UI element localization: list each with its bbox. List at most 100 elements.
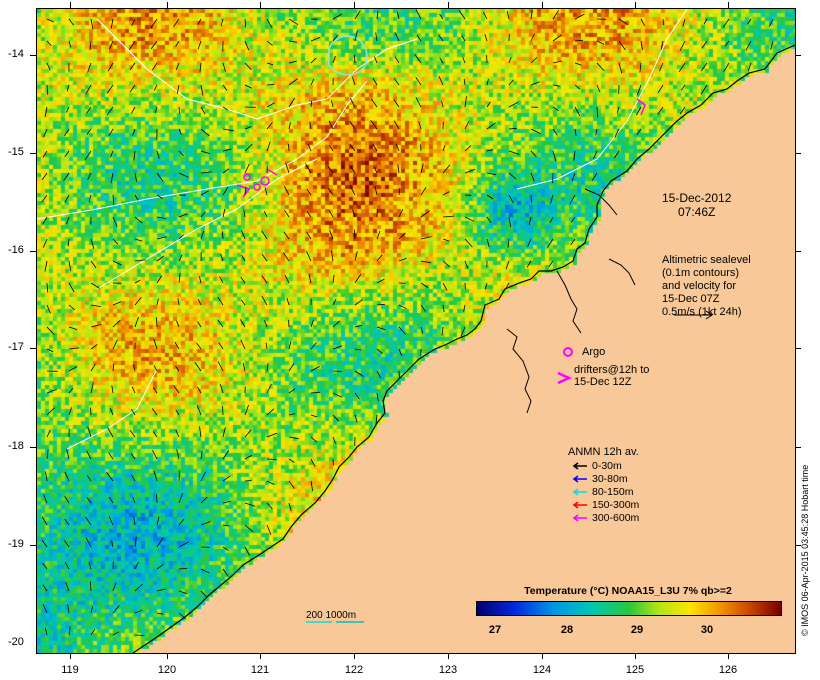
velocity-vector bbox=[88, 194, 92, 203]
velocity-vector bbox=[527, 238, 532, 247]
velocity-vector bbox=[112, 194, 115, 206]
velocity-vector bbox=[42, 604, 48, 614]
velocity-vector bbox=[329, 145, 334, 152]
velocity-vector bbox=[200, 106, 206, 115]
x-tick-label: 121 bbox=[250, 664, 270, 676]
velocity-vector bbox=[768, 18, 774, 27]
tick-mark bbox=[70, 653, 71, 659]
altimetric-line: 15-Dec 07Z bbox=[662, 293, 720, 305]
velocity-vector bbox=[438, 76, 444, 86]
velocity-vector bbox=[41, 172, 48, 181]
velocity-vector bbox=[682, 18, 686, 27]
velocity-vector bbox=[415, 77, 422, 86]
velocity-vector bbox=[420, 304, 427, 312]
x-tick-label: 122 bbox=[344, 664, 364, 676]
velocity-vector bbox=[131, 474, 136, 482]
velocity-vector bbox=[442, 282, 448, 291]
velocity-vector bbox=[398, 304, 407, 310]
altimetric-line: (0.1m contours) bbox=[662, 267, 740, 279]
velocity-vector bbox=[530, 172, 535, 182]
velocity-vector bbox=[178, 128, 182, 135]
velocity-vector bbox=[463, 78, 466, 86]
velocity-vector bbox=[129, 84, 136, 93]
velocity-vector bbox=[241, 229, 246, 240]
tick-mark bbox=[795, 447, 801, 448]
anmn-legend-item: 80-150m bbox=[572, 486, 633, 498]
velocity-vector bbox=[220, 254, 224, 262]
velocity-vector bbox=[288, 78, 299, 86]
velocity-vector bbox=[574, 62, 582, 66]
argo-circle-icon bbox=[563, 347, 573, 357]
velocity-vector bbox=[178, 213, 188, 218]
velocity-vector bbox=[217, 319, 224, 328]
velocity-vector bbox=[701, 40, 708, 49]
velocity-vector bbox=[244, 546, 250, 556]
velocity-vector bbox=[196, 405, 202, 416]
velocity-vector bbox=[508, 172, 517, 180]
colorbar-tick-label: 29 bbox=[630, 624, 644, 636]
velocity-vector bbox=[396, 11, 400, 20]
velocity-vector bbox=[109, 40, 114, 50]
velocity-vector bbox=[240, 339, 246, 350]
tick-mark bbox=[260, 653, 261, 659]
velocity-vector bbox=[332, 13, 343, 20]
velocity-vector bbox=[375, 414, 378, 425]
velocity-vector bbox=[636, 106, 642, 116]
tick-mark bbox=[30, 55, 36, 56]
velocity-vector bbox=[657, 106, 664, 115]
velocity-vector bbox=[90, 238, 95, 250]
velocity-vector bbox=[133, 364, 136, 372]
velocity-vector bbox=[134, 194, 139, 201]
velocity-vector bbox=[222, 128, 234, 132]
velocity-vector bbox=[134, 296, 142, 306]
velocity-vector bbox=[106, 471, 114, 482]
velocity-vector bbox=[196, 342, 202, 350]
velocity-vector bbox=[108, 516, 114, 526]
velocity-vector bbox=[310, 78, 315, 86]
velocity-vector bbox=[130, 453, 136, 460]
velocity-vector bbox=[596, 62, 605, 72]
velocity-vector bbox=[484, 34, 488, 42]
velocity-vector bbox=[111, 540, 114, 548]
velocity-vector bbox=[442, 260, 451, 268]
velocity-vector bbox=[508, 79, 514, 86]
velocity-vector bbox=[222, 209, 226, 218]
velocity-vector bbox=[354, 251, 358, 262]
velocity-vector bbox=[200, 471, 206, 482]
y-tick-label: -20 bbox=[8, 636, 24, 648]
velocity-vector bbox=[552, 10, 560, 20]
velocity-vector bbox=[175, 40, 180, 47]
y-tick-label: -19 bbox=[8, 538, 24, 550]
velocity-vector bbox=[90, 407, 92, 416]
velocity-vector bbox=[219, 384, 224, 394]
velocity-vector bbox=[46, 326, 55, 335]
velocity-vector bbox=[484, 282, 488, 290]
drifters-line: drifters@12h to bbox=[574, 364, 650, 376]
velocity-vector bbox=[310, 37, 321, 42]
anmn-legend-label: 300-600m bbox=[592, 512, 640, 524]
colorbar-tick-label: 28 bbox=[560, 624, 574, 636]
velocity-vector bbox=[571, 172, 576, 182]
velocity-vector bbox=[64, 471, 70, 482]
velocity-vector bbox=[244, 40, 250, 51]
velocity-vector bbox=[309, 122, 312, 130]
velocity-vector bbox=[46, 18, 54, 23]
anmn-legend-label: 30-80m bbox=[592, 473, 628, 485]
velocity-vector bbox=[133, 150, 136, 161]
velocity-vector bbox=[156, 275, 163, 284]
velocity-vector bbox=[112, 339, 118, 350]
velocity-vector bbox=[283, 231, 290, 240]
velocity-vector bbox=[199, 426, 202, 438]
velocity-vector bbox=[722, 18, 730, 28]
velocity-vector bbox=[222, 187, 229, 196]
velocity-vector bbox=[266, 432, 278, 438]
velocity-vector bbox=[134, 172, 137, 182]
velocity-vector bbox=[222, 231, 224, 240]
velocity-vector bbox=[41, 539, 48, 548]
velocity-vector bbox=[68, 40, 72, 48]
velocity-vector bbox=[306, 251, 312, 262]
velocity-vector bbox=[420, 326, 424, 334]
velocity-vector bbox=[570, 216, 576, 223]
velocity-vector bbox=[197, 299, 202, 306]
velocity-vector bbox=[175, 365, 180, 372]
